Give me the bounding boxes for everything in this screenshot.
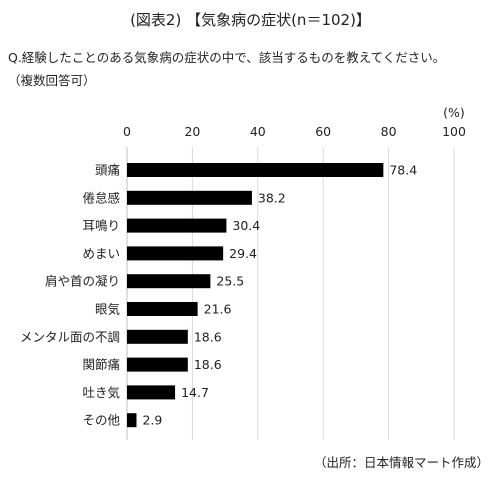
value-label: 29.4 — [229, 246, 257, 261]
x-tick-label: 60 — [315, 124, 331, 139]
value-label: 18.6 — [194, 329, 222, 344]
bar — [127, 246, 224, 261]
category-label: 肩や首の凝り — [45, 274, 120, 289]
x-axis: 0 20 40 60 80 100 (%) — [123, 105, 466, 139]
source-note: （出所：日本情報マート作成） — [313, 455, 489, 470]
x-tick-label: 0 — [123, 124, 131, 139]
value-label: 21.6 — [204, 302, 232, 317]
category-label: 耳鳴り — [82, 218, 120, 233]
bar — [127, 385, 176, 400]
unit-label: (%) — [443, 105, 465, 120]
value-labels: 78.4 38.2 30.4 29.4 25.5 21.6 18.6 18.6 14.7 2.9 — [142, 163, 417, 428]
value-label: 25.5 — [216, 274, 244, 289]
value-label: 14.7 — [181, 385, 209, 400]
category-label: めまい — [82, 246, 120, 261]
value-label: 2.9 — [142, 413, 162, 428]
bar — [127, 163, 384, 177]
category-label: メンタル面の不調 — [20, 329, 120, 344]
answer-note: （複数回答可） — [8, 73, 96, 88]
bars — [127, 163, 384, 428]
x-tick-label: 20 — [184, 124, 200, 139]
category-label: 倦怠感 — [82, 190, 120, 205]
bar — [127, 302, 198, 316]
chart-title: (図表2) 【気象病の症状(n＝102)】 — [130, 11, 371, 29]
x-tick-label: 80 — [381, 124, 397, 139]
value-label: 30.4 — [232, 218, 260, 233]
survey-question: Q.経験したことのある気象病の症状の中で、該当するものを教えてください。 — [8, 50, 446, 65]
x-tick-label: 100 — [442, 124, 466, 139]
category-label: 関節痛 — [82, 357, 120, 372]
value-label: 18.6 — [194, 357, 222, 372]
x-tick-label: 40 — [250, 124, 266, 139]
category-label: その他 — [82, 413, 120, 428]
bar — [127, 413, 137, 428]
bar — [127, 218, 227, 233]
bar — [127, 329, 188, 344]
bar — [127, 190, 252, 205]
category-label: 頭痛 — [95, 163, 120, 178]
bar — [127, 357, 188, 372]
category-label: 眼気 — [95, 302, 120, 317]
bar — [127, 274, 211, 289]
category-label: 吐き気 — [82, 385, 120, 400]
value-label: 78.4 — [389, 163, 417, 178]
value-label: 38.2 — [258, 190, 286, 205]
